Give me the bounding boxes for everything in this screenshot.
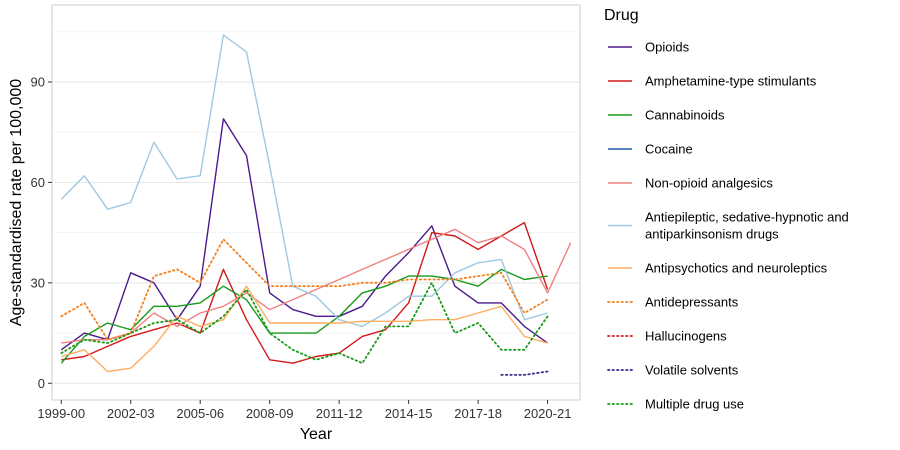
- legend-title: Drug: [604, 7, 639, 24]
- y-axis-title: Age-standardised rate per 100,000: [8, 79, 25, 326]
- y-tick-label: 30: [31, 275, 45, 290]
- legend-label-5: Non-opioid analgesics: [645, 176, 773, 191]
- legend-label-3: Cannabinoids: [645, 108, 725, 123]
- series-line-3: [60, 268, 548, 364]
- legend-label-9: Hallucinogens: [645, 329, 727, 344]
- x-tick-label: 2017-18: [454, 406, 502, 421]
- series-line-10: [500, 370, 549, 376]
- x-tick-label: 2002-03: [107, 406, 155, 421]
- x-tick-label: 2011-12: [316, 406, 363, 421]
- series-line-8: [60, 238, 549, 341]
- x-tick-label: 2008-09: [246, 406, 294, 421]
- legend-label-6: Antiepileptic, sedative-hypnotic and anti…: [645, 210, 849, 242]
- y-tick-label: 90: [31, 74, 45, 89]
- legend-label-11: Multiple drug use: [645, 397, 744, 412]
- series-line-5: [61, 228, 572, 344]
- legend: Drug Opioids Amphetamine-type stimulants C…: [604, 7, 849, 412]
- legend-label-8: Antidepressants: [645, 295, 739, 310]
- series-line-2: [61, 221, 549, 364]
- series-line-1: [60, 118, 549, 351]
- x-axis-title: Year: [300, 426, 333, 443]
- legend-label-2: Amphetamine-type stimulants: [645, 74, 817, 89]
- x-tick-label: 2014-15: [385, 406, 433, 421]
- x-tick-label: 2020-21: [524, 406, 572, 421]
- series-line-7: [61, 285, 548, 373]
- legend-label-10: Volatile solvents: [645, 363, 739, 378]
- x-tick-label: 2005-06: [176, 406, 224, 421]
- series-line-6: [60, 34, 548, 328]
- x-tick-label: 1999-00: [37, 406, 85, 421]
- legend-label-4: Cocaine: [645, 142, 693, 157]
- y-tick-label: 60: [31, 175, 45, 190]
- legend-label-7: Antipsychotics and neuroleptics: [645, 261, 828, 276]
- tick-labels: 0 30 60 90 1999-00 2002-03 2005-06 2008-09 2011-…: [31, 74, 572, 421]
- series-line-11: [60, 281, 549, 365]
- y-tick-label: 0: [38, 376, 45, 391]
- legend-label-1: Opioids: [645, 40, 690, 55]
- axes: [48, 81, 549, 404]
- series-layer: [60, 34, 572, 376]
